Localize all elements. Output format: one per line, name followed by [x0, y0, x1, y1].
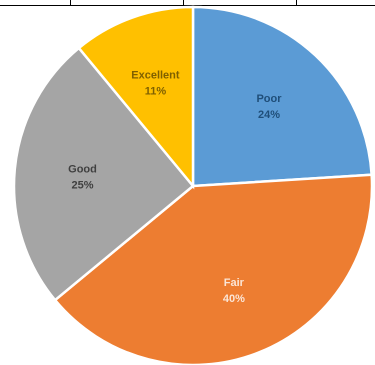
slice-label-percent: 24% — [258, 109, 280, 121]
slice-label-name: Fair — [224, 277, 245, 289]
slice-label-percent: 25% — [71, 180, 93, 192]
pie-slices — [12, 5, 374, 365]
pie-slice-poor — [191, 5, 373, 188]
table-cell-divider — [183, 0, 184, 6]
table-bottom-edge — [0, 0, 375, 6]
slice-label-name: Poor — [256, 93, 282, 105]
pie-labels: Poor 24% Fair 40% Good 25% Excellent 11% — [68, 70, 282, 306]
slice-label-percent: 40% — [223, 293, 245, 305]
table-cell-divider — [70, 0, 71, 6]
slice-label-name: Excellent — [131, 70, 180, 82]
slice-label-percent: 11% — [145, 86, 167, 98]
pie-slice-excellent — [77, 5, 195, 190]
slice-label-name: Good — [68, 164, 97, 176]
pie-slice-good — [12, 46, 195, 302]
pie-slice-fair — [53, 173, 374, 365]
table-cell-divider — [296, 0, 297, 6]
